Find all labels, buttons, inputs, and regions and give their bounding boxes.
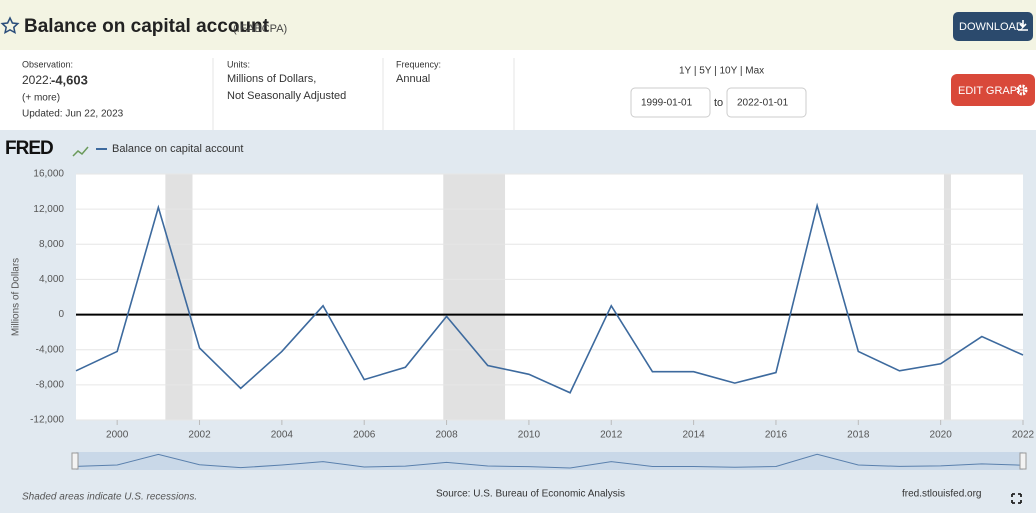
plot-area — [76, 174, 1023, 420]
navigator-line — [75, 453, 1024, 469]
range-link[interactable]: 10Y — [719, 66, 737, 77]
units-label: Units: — [227, 59, 250, 69]
y-tick-label: 12,000 — [33, 204, 64, 215]
fullscreen-icon[interactable] — [1011, 493, 1022, 504]
start-date-input[interactable] — [630, 87, 711, 118]
units-line: Not Seasonally Adjusted — [227, 90, 346, 102]
updated: Updated: Jun 22, 2023 — [22, 109, 124, 120]
x-tick-label: 2002 — [188, 430, 211, 441]
x-tick-label: 2022 — [1012, 430, 1035, 441]
info-panel — [0, 50, 1036, 130]
x-tick-label: 2004 — [271, 430, 294, 441]
header-bar — [0, 0, 1036, 50]
units-line: Millions of Dollars, — [227, 73, 316, 85]
frequency-label: Frequency: — [396, 59, 441, 69]
edit-graph-label: EDIT GRAPH — [958, 85, 1025, 97]
range-link[interactable]: 1Y — [679, 66, 692, 77]
x-tick-label: 2006 — [353, 430, 376, 441]
plot — [75, 173, 1024, 421]
start-date: 1999-01-01 — [641, 98, 693, 109]
navigator[interactable] — [76, 452, 1023, 470]
recession-band — [943, 174, 951, 420]
to-label: to — [714, 97, 723, 109]
navigator-handle[interactable] — [1019, 452, 1027, 470]
x-tick-label: 2018 — [847, 430, 870, 441]
observation-label: Observation: — [22, 59, 73, 69]
gear-icon — [1016, 84, 1028, 96]
x-tick-label: 2014 — [682, 430, 705, 441]
range-link[interactable]: Max — [745, 66, 764, 77]
x-tick-label: 2000 — [106, 430, 129, 441]
title: Balance on capital account — [24, 16, 270, 37]
range-link[interactable]: 5Y — [699, 66, 712, 77]
y-tick-label: 0 — [58, 309, 64, 320]
end-date: 2022-01-01 — [737, 98, 789, 109]
x-tick-label: 2020 — [930, 430, 953, 441]
logo-icon — [72, 146, 89, 157]
more-link[interactable]: (+ more) — [22, 93, 60, 104]
source: Source: U.S. Bureau of Economic Analysis — [436, 489, 625, 500]
site: fred.stlouisfed.org — [902, 489, 982, 500]
x-tick-label: 2012 — [600, 430, 623, 441]
fred-logo: FRED — [5, 138, 53, 159]
download-icon — [1018, 20, 1028, 31]
x-tick-label: 2008 — [435, 430, 458, 441]
range-selector: 1Y 5Y 10Y Max — [679, 66, 764, 77]
navigator-handle[interactable] — [71, 452, 79, 470]
legend-label: Balance on capital account — [112, 143, 243, 155]
y-tick-label: 16,000 — [33, 169, 64, 180]
observation-value: -4,603 — [51, 72, 88, 87]
series-line — [75, 202, 1024, 394]
x-tick-label: 2010 — [518, 430, 541, 441]
y-tick-label: -4,000 — [36, 344, 65, 355]
download-button[interactable] — [953, 12, 1033, 41]
x-tick-label: 2016 — [765, 430, 788, 441]
recession-note: Shaded areas indicate U.S. recessions. — [22, 492, 197, 503]
y-tick-label: -12,000 — [30, 415, 64, 426]
download-label: DOWNLOAD — [959, 21, 1024, 33]
y-tick-label: -8,000 — [36, 379, 65, 390]
navigator-series — [75, 453, 1024, 469]
y-tick-label: 8,000 — [39, 239, 64, 250]
series-id: (IEABCPA) — [233, 23, 287, 35]
end-date-input[interactable] — [726, 87, 807, 118]
recession-band — [443, 174, 506, 420]
favorite-star[interactable] — [0, 16, 20, 35]
frequency: Annual — [396, 73, 430, 85]
recession-band — [165, 174, 193, 420]
observation-date: 2022: — [22, 73, 52, 87]
y-tick-label: 4,000 — [39, 274, 64, 285]
edit-graph-button[interactable] — [951, 74, 1035, 106]
y-axis-label: Millions of Dollars — [11, 258, 22, 336]
